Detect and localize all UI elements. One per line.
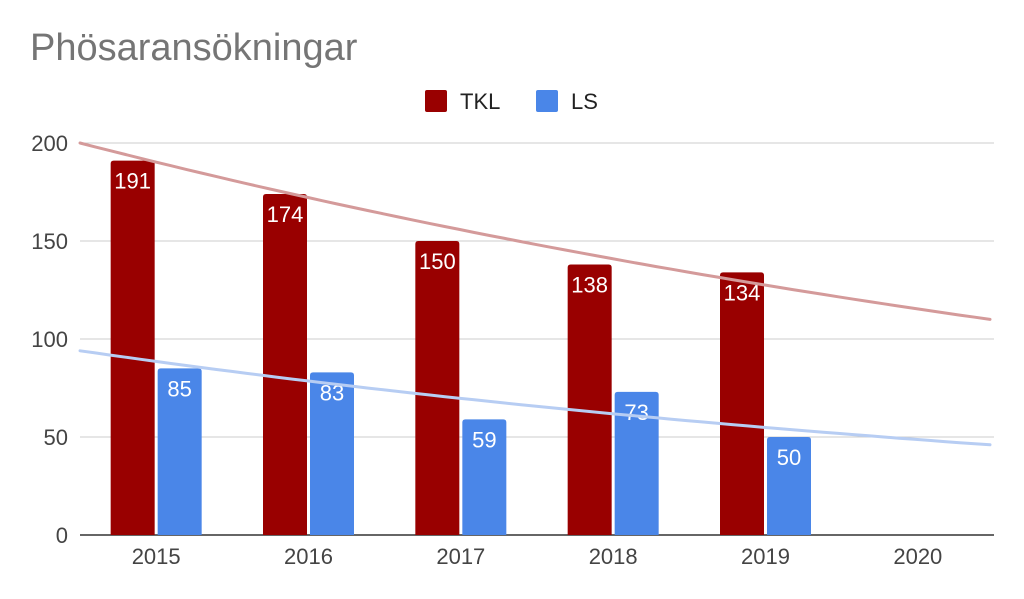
bar-tkl-2015 [110,160,155,535]
bar-ls-2018 [614,391,659,535]
y-tick-label: 50 [44,425,68,450]
y-tick-label: 150 [31,229,68,254]
bar-ls-2015 [157,368,202,535]
x-tick-label: 2020 [893,544,942,569]
data-label-ls-2015: 85 [167,376,191,401]
data-label-ls-2018: 73 [624,400,648,425]
legend-label-tkl: TKL [460,89,500,114]
y-axis-ticks: 0 50 100 150 200 [31,131,68,548]
bars [110,160,811,535]
legend-label-ls: LS [571,89,598,114]
bar-tkl-2018 [567,264,612,535]
bar-tkl-2016 [263,193,307,535]
data-label-ls-2017: 59 [472,427,496,452]
data-label-tkl-2018: 138 [571,273,608,298]
data-label-ls-2019: 50 [777,445,801,470]
data-label-tkl-2015: 191 [114,169,151,194]
y-tick-label: 0 [56,523,68,548]
bar-ls-2019 [767,437,811,535]
chart-title: Phösaransökningar [30,27,358,69]
gridlines [80,142,994,536]
y-tick-label: 100 [31,327,68,352]
trendlines [78,141,992,447]
legend-item-ls: LS [536,89,598,114]
data-label-tkl-2016: 174 [267,202,304,227]
legend-item-tkl: TKL [425,89,500,114]
bar-ls-2017 [462,419,507,535]
y-tick-label: 200 [31,131,68,156]
legend-swatch-tkl [425,90,447,112]
x-tick-label: 2018 [589,544,638,569]
legend: TKL LS [425,89,598,114]
bar-tkl-2017 [415,241,460,535]
data-label-tkl-2017: 150 [419,249,456,274]
bar-ls-2016 [310,372,354,535]
bar-tkl-2019 [720,272,764,535]
x-tick-label: 2019 [741,544,790,569]
x-tick-label: 2015 [132,544,181,569]
legend-swatch-ls [536,90,558,112]
x-tick-label: 2016 [284,544,333,569]
x-axis-ticks: 2015 2016 2017 2018 2019 2020 [132,544,943,569]
trendline-tkl [78,141,992,321]
trendline-ls [78,349,992,447]
x-tick-label: 2017 [436,544,485,569]
